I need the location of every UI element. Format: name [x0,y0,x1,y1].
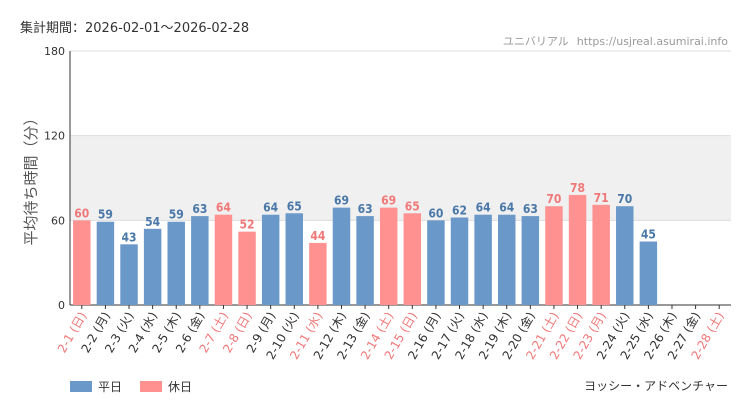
bar-value-label: 70 [617,192,632,206]
bar-value-label: 63 [523,202,538,216]
bar-value-label: 65 [287,199,302,213]
bar-value-label: 69 [334,194,349,208]
bar [379,207,398,305]
bar [332,207,351,305]
bar-value-label: 60 [428,206,443,220]
y-tick-label: 180 [44,45,65,58]
bar-value-label: 60 [74,206,89,220]
bar [356,216,374,305]
y-tick-label: 0 [58,299,65,312]
y-tick-label: 60 [51,214,65,227]
legend-swatch-holiday [140,381,163,392]
bar [474,214,492,305]
bar [96,221,115,305]
bar-value-label: 78 [570,181,585,195]
bar-value-label: 64 [476,201,492,215]
bar [592,204,610,305]
bar [545,206,563,305]
bar [238,231,256,305]
bar-value-label: 64 [216,201,232,215]
bar-value-label: 63 [192,202,207,216]
legend-item-weekday[interactable]: 平日 [70,378,122,395]
bar [616,206,634,305]
bar-value-label: 64 [263,201,279,215]
author-name: ヨッシー・アドベンチャー [584,379,728,393]
legend-item-holiday[interactable]: 休日 [140,378,192,395]
bar [261,214,280,305]
bar-value-label: 71 [594,191,609,205]
bar-value-label: 64 [499,201,515,215]
bar [143,228,162,305]
bar [497,214,516,305]
bar [521,216,540,305]
bar [120,244,138,305]
bar [309,242,327,305]
bar [167,221,185,305]
bar-value-label: 65 [405,199,420,213]
bar [403,213,422,305]
legend-label-weekday: 平日 [98,380,123,394]
bar-value-label: 59 [98,208,113,222]
bar [191,216,209,305]
y-axis-label: 平均待ち時間（分） [22,110,40,245]
site-credit[interactable]: ユニバリアル https://usjreal.asumirai.info [503,33,728,49]
bar-value-label: 69 [381,194,396,208]
bar-value-label: 54 [145,215,161,229]
bar-value-label: 52 [240,218,255,232]
credit-site[interactable]: https://usjreal.asumirai.info [576,35,728,48]
bar-value-label: 44 [310,229,326,243]
bar [639,241,658,305]
bar-value-label: 59 [169,208,184,222]
credit-brand: ユニバリアル [502,35,569,48]
bar-value-label: 45 [641,228,656,242]
chart-legend: 平日 休日 [70,378,210,395]
y-tick-label: 120 [44,130,65,143]
legend-swatch-weekday [70,381,92,392]
bar-value-label: 70 [546,192,561,206]
bar [73,220,91,305]
period-label: 集計期間：2026-02-01～2026-02-28 [20,21,250,36]
bar-value-label: 43 [122,230,137,244]
bar [427,220,445,305]
bar [285,213,304,305]
bar [214,214,233,305]
bar [450,217,469,305]
bar [568,194,587,305]
bar-value-label: 63 [358,202,373,216]
bar-value-label: 62 [452,204,467,218]
legend-label-holiday: 休日 [168,380,193,394]
